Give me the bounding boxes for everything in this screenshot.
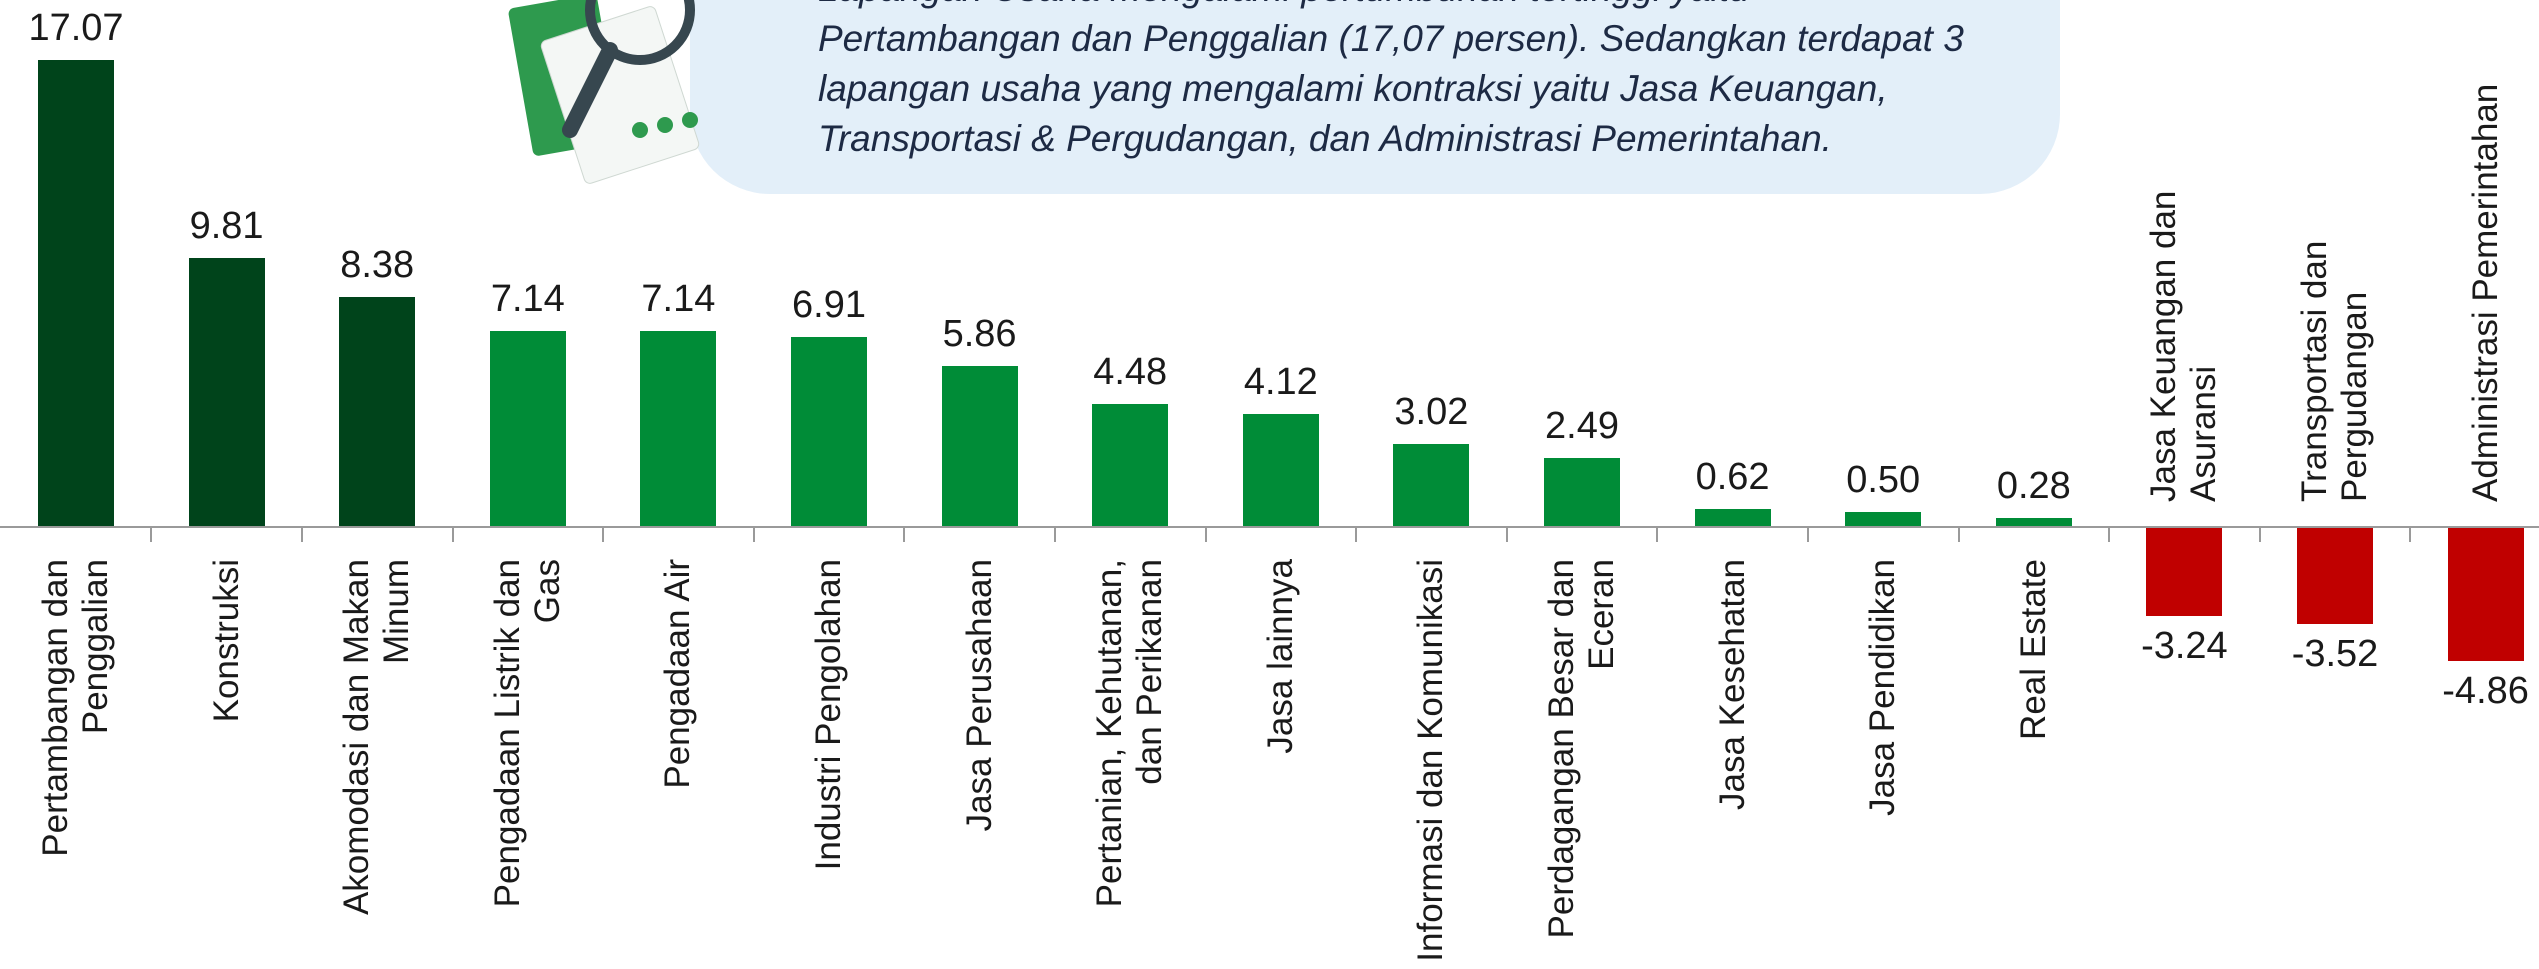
category-separator [150,526,152,542]
category-text: Akomodasi dan Makan Minum [337,559,417,969]
category-label: Jasa Pendidikan [1841,559,1925,969]
category-text: Jasa Pendidikan [1863,559,1903,969]
value-label: 7.14 [448,279,608,319]
category-separator [2108,526,2110,542]
category-text: Industri Pengolahan [809,559,849,969]
category-label: Pertanian, Kehutanan, dan Perikanan [1088,559,1172,969]
category-text: Perdagangan Besar dan Eceran [1542,559,1622,969]
category-text: Jasa lainnya [1261,559,1301,969]
category-text: Real Estate [2014,559,2054,969]
annotation-text: Transportasi & Pergudangan, dan Administ… [818,119,1832,159]
value-label: 4.48 [1050,352,1210,392]
bar [1544,458,1620,526]
bar [791,337,867,526]
category-separator [903,526,905,542]
bar [2297,528,2373,624]
category-text: Pengadaan Listrik dan Gas [488,559,568,969]
category-separator [1054,526,1056,542]
bar [2146,528,2222,616]
category-separator [452,526,454,542]
category-label: Administrasi Pemerintahan [2444,82,2528,502]
category-separator [1355,526,1357,542]
category-label: Industri Pengolahan [787,559,871,969]
category-label: Pertambangan dan Penggalian [34,559,118,969]
category-separator [602,526,604,542]
category-separator [1807,526,1809,542]
category-separator [1958,526,1960,542]
annotation-text: Lapangan Usaha mengalami pertumbuhan ter… [818,0,1750,9]
category-label: Transportasi dan Pergudangan [2293,82,2377,502]
category-text: Jasa Perusahaan [960,559,1000,969]
value-label: -3.24 [2104,626,2264,666]
value-label: 9.81 [147,206,307,246]
chart: Lapangan Usaha mengalami pertumbuhan ter… [0,0,2539,969]
category-separator [2259,526,2261,542]
value-label: 2.49 [1502,406,1662,446]
value-label: 6.91 [749,285,909,325]
bar [490,331,566,526]
value-label: 0.62 [1653,457,1813,497]
category-label: Akomodasi dan Makan Minum [335,559,419,969]
bar [1996,518,2072,526]
category-label: Pengadaan Air [636,559,720,969]
annotation-text: lapangan usaha yang mengalami kontraksi … [818,69,1888,109]
category-label: Informasi dan Komunikasi [1389,559,1473,969]
category-text: Jasa Keuangan dan Asuransi [2144,82,2224,502]
category-separator [301,526,303,542]
bar [1243,414,1319,526]
category-label: Real Estate [1992,559,2076,969]
value-label: 8.38 [297,245,457,285]
category-text: Informasi dan Komunikasi [1411,559,1451,969]
value-label: 17.07 [0,8,156,48]
value-label: 0.28 [1954,466,2114,506]
illustration [490,0,770,190]
category-text: Transportasi dan Pergudangan [2295,82,2375,502]
bar [2448,528,2524,661]
annotation-text: Pertambangan dan Penggalian (17,07 perse… [818,19,1964,59]
bar [1393,444,1469,526]
category-label: Konstruksi [185,559,269,969]
bar [1092,404,1168,526]
bar [189,258,265,526]
value-label: 5.86 [900,314,1060,354]
category-label: Jasa Keuangan dan Asuransi [2142,82,2226,502]
category-label: Pengadaan Listrik dan Gas [486,559,570,969]
category-separator [753,526,755,542]
category-label: Jasa lainnya [1239,559,1323,969]
value-label: 3.02 [1351,392,1511,432]
value-label: -3.52 [2255,634,2415,674]
bar [1845,512,1921,526]
category-text: Administrasi Pemerintahan [2466,82,2506,502]
category-separator [1205,526,1207,542]
category-label: Jasa Kesehatan [1691,559,1775,969]
value-label: -4.86 [2406,671,2539,711]
category-text: Jasa Kesehatan [1713,559,1753,969]
category-label: Perdagangan Besar dan Eceran [1540,559,1624,969]
bar [942,366,1018,526]
category-separator [2409,526,2411,542]
category-separator [1656,526,1658,542]
category-label: Jasa Perusahaan [938,559,1022,969]
bar [339,297,415,526]
category-text: Konstruksi [207,559,247,969]
category-text: Pertambangan dan Penggalian [36,559,116,969]
category-text: Pertanian, Kehutanan, dan Perikanan [1090,559,1170,969]
value-label: 4.12 [1201,362,1361,402]
bar [640,331,716,526]
bar [1695,509,1771,526]
bar [38,60,114,526]
value-label: 7.14 [598,279,758,319]
category-text: Pengadaan Air [658,559,698,969]
value-label: 0.50 [1803,460,1963,500]
category-separator [1506,526,1508,542]
